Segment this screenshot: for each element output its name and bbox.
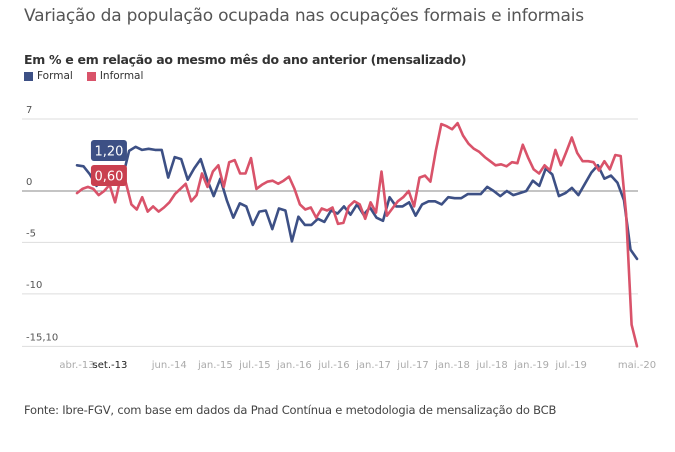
y-tick-label: -15,10 — [26, 332, 58, 343]
legend: Formal Informal — [24, 70, 143, 82]
x-tick-label: jan.-16 — [276, 360, 312, 371]
legend-swatch-formal — [24, 71, 33, 81]
chart-title: Variação da população ocupada nas ocupaç… — [24, 6, 584, 26]
x-tick-label: jul.-15 — [238, 360, 270, 371]
source-note: Fonte: Ibre-FGV, com base em dados da Pn… — [24, 403, 557, 417]
tooltip-formal-box — [90, 140, 127, 161]
x-tick-label: jan.-17 — [355, 360, 391, 371]
y-tick-label: 0 — [26, 177, 32, 188]
x-tick-label: abr.-13 — [59, 360, 94, 371]
x-tick-label: jul.-16 — [317, 360, 349, 371]
x-tick-label: jul.-18 — [475, 360, 507, 371]
legend-swatch-informal — [86, 71, 96, 81]
series-line-informal[interactable] — [75, 121, 639, 348]
x-tick-label: set.-13 — [93, 360, 128, 371]
legend-label-formal: Formal — [37, 70, 73, 82]
legend-label-informal: Informal — [99, 70, 144, 82]
tooltip-formal-value: 1,20 — [94, 145, 123, 160]
legend-item-informal[interactable]: Informal — [86, 70, 144, 82]
series-line-formal[interactable] — [75, 145, 639, 261]
y-tick-label: -10 — [26, 280, 42, 291]
y-tick-label: 7 — [26, 105, 32, 116]
tooltip-informal-box — [90, 165, 127, 186]
chart-subtitle: Em % e em relação ao mesmo mês do ano an… — [24, 52, 467, 67]
x-tick-label: jul.-17 — [396, 360, 428, 371]
x-tick-label: jun.-14 — [151, 360, 187, 371]
x-tick-label: jan.-19 — [513, 360, 549, 371]
y-tick-label: -5 — [26, 228, 36, 239]
legend-item-formal[interactable]: Formal — [24, 70, 73, 82]
x-tick-label: jan.-15 — [197, 360, 233, 371]
x-tick-label: mai.-20 — [618, 360, 656, 371]
x-tick-label: jan.-18 — [434, 360, 470, 371]
x-tick-label: jul.-19 — [554, 360, 586, 371]
tooltip-informal-value: 0,60 — [94, 170, 123, 185]
